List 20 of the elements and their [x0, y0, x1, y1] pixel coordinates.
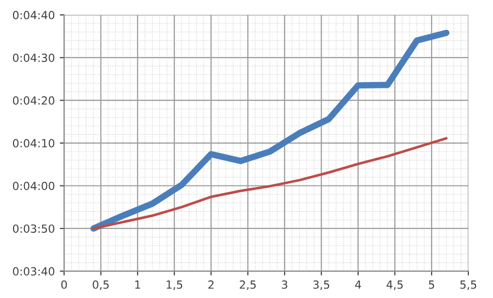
x-tick-label: 0: [61, 280, 67, 289]
y-tick-label: 0:04:00: [12, 182, 54, 190]
x-tick-label: 5: [428, 280, 434, 289]
y-tick-label: 0:04:20: [12, 96, 54, 105]
x-tick-label: 3: [282, 280, 288, 289]
y-tick-label: 0:04:40: [12, 10, 54, 20]
y-tick-label: 0:04:30: [12, 54, 54, 62]
x-tick-label: 4: [355, 280, 362, 289]
x-tick-label: 0,5: [92, 280, 109, 290]
x-tick-label: 3,5: [313, 280, 330, 290]
line-series: [92, 137, 448, 230]
x-tick-label: 2: [208, 280, 214, 289]
x-tick-label: 1,5: [166, 280, 182, 290]
x-tick-label: 5,5: [460, 280, 476, 290]
x-tick-label: 4,5: [386, 280, 403, 290]
y-tick-label: 0:04:10: [12, 139, 54, 148]
y-tick-label: 0:03:50: [12, 224, 54, 233]
x-tick-label: 2,5: [240, 280, 256, 290]
x-tick-label: 1: [135, 280, 140, 289]
y-tick-label: 0:03:40: [12, 267, 54, 276]
